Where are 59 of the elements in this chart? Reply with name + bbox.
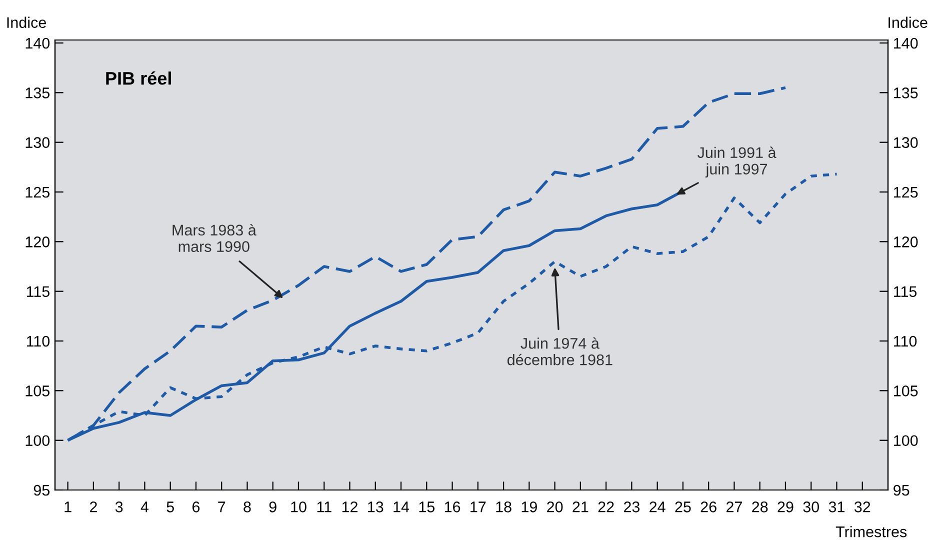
y2-tick-label: 100: [894, 435, 918, 446]
y2-tick-label: 130: [894, 137, 918, 148]
text: PIB réel: [106, 71, 171, 85]
x-tick-label: 6: [192, 502, 200, 512]
y-tick-label: 100: [26, 435, 50, 446]
y2-tick-label: 120: [894, 236, 918, 248]
x-tick-label: 1: [64, 502, 72, 512]
x-tick-label: 22: [598, 502, 614, 512]
x-tick-label: 27: [726, 502, 742, 512]
x-tick-label: 8: [244, 502, 251, 512]
x-tick-label: 4: [140, 502, 149, 512]
x-tick-label: 20: [547, 502, 563, 512]
x-tick-label: 25: [675, 502, 691, 512]
x-tick-label: 31: [828, 502, 844, 512]
y2-tick-label: 140: [894, 38, 918, 49]
y2-axis-title: Indice: [888, 16, 928, 28]
x-tick-label: 28: [752, 502, 768, 512]
x-tick-label: 5: [166, 502, 174, 512]
x-tick-label: 16: [444, 502, 460, 512]
x-tick-label: 26: [700, 502, 716, 512]
y2-tick-label: 105: [894, 386, 918, 396]
x-tick-label: 10: [291, 502, 306, 512]
x-tick-label: 15: [419, 502, 435, 512]
x-tick-label: 13: [368, 502, 384, 512]
y-tick-label: 105: [26, 386, 50, 396]
y2-tick-label: 110: [894, 336, 917, 347]
x-tick-label: 14: [394, 502, 410, 512]
y2-tick-label: 125: [894, 186, 918, 198]
y-tick-label: 135: [26, 88, 50, 98]
x-tick-label: 11: [317, 502, 332, 512]
y2-tick-label: 95: [894, 484, 910, 496]
x-tick-label: 7: [218, 502, 226, 512]
y2-tick-label: 115: [894, 286, 917, 298]
x-tick-label: 32: [854, 502, 870, 512]
x-tick-label: 30: [803, 502, 820, 512]
x-tick-label: 29: [778, 502, 794, 512]
x-tick-label: 2: [90, 502, 97, 512]
annotation: Juin 1974 à décembre 1981: [507, 337, 612, 366]
y-tick-label: 110: [26, 336, 50, 347]
x-tick-label: 23: [624, 502, 640, 512]
x-tick-label: 9: [269, 502, 276, 512]
x-tick-label: 3: [115, 502, 123, 512]
annotation: Juin 1991 à juin 1997: [698, 146, 776, 178]
y-tick-label: 115: [26, 286, 50, 298]
y-tick-label: 120: [26, 236, 50, 248]
x-tick-label: 18: [496, 502, 512, 512]
x-tick-label: 17: [470, 502, 486, 512]
y-tick-label: 125: [26, 186, 50, 198]
x-tick-label: 19: [522, 502, 537, 512]
y-tick-label: 130: [26, 137, 50, 148]
x-tick-label: 24: [650, 502, 666, 512]
annotation: Mars 1983 à mars 1990: [172, 224, 256, 252]
x-axis-title: Trimestres: [836, 526, 907, 538]
y-axis-title: Indice: [7, 16, 46, 28]
x-tick-label: 12: [342, 502, 358, 512]
y-tick-label: 140: [26, 38, 50, 49]
x-tick-label: 21: [572, 502, 588, 512]
y-tick-label: 95: [34, 484, 50, 496]
y2-tick-label: 135: [894, 88, 918, 98]
